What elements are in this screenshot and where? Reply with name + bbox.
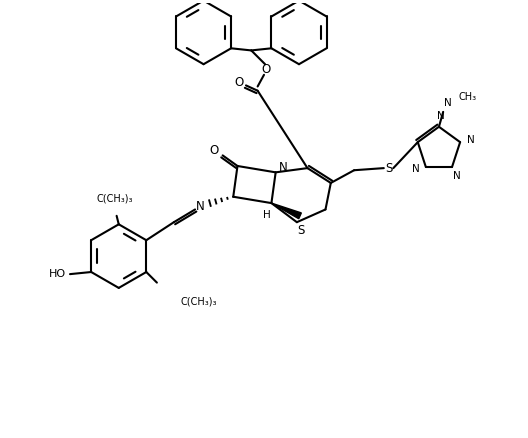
Text: N: N: [454, 170, 461, 180]
Polygon shape: [271, 203, 301, 219]
Text: HO: HO: [49, 269, 66, 279]
Text: N: N: [279, 161, 287, 173]
Text: O: O: [234, 76, 243, 89]
Text: C(CH₃)₃: C(CH₃)₃: [180, 297, 216, 307]
Text: S: S: [297, 224, 305, 237]
Text: O: O: [261, 63, 271, 76]
Text: CH₃: CH₃: [458, 92, 476, 102]
Text: N: N: [196, 200, 205, 213]
Text: N: N: [444, 99, 451, 109]
Text: N: N: [467, 135, 475, 145]
Text: H: H: [263, 210, 271, 220]
Text: C(CH₃)₃: C(CH₃)₃: [96, 194, 133, 204]
Text: S: S: [385, 162, 393, 175]
Text: N: N: [412, 164, 420, 174]
Text: O: O: [210, 144, 219, 156]
Text: N: N: [437, 111, 445, 121]
